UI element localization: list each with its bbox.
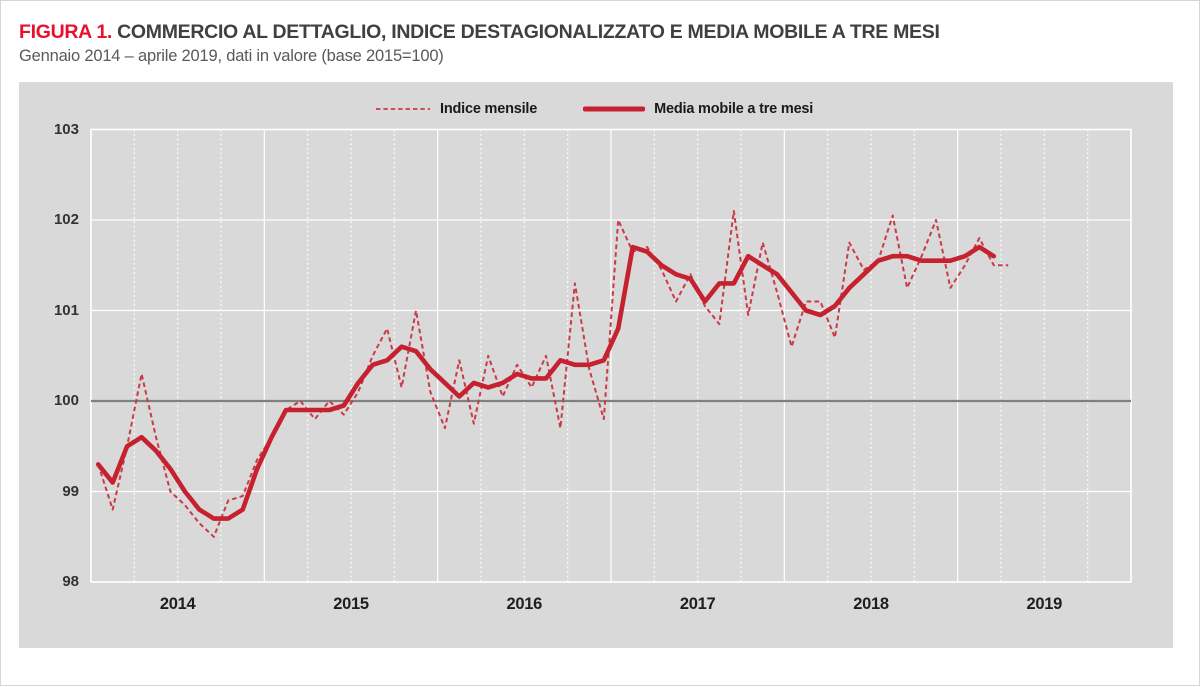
x-tick-label: 2016	[506, 595, 543, 613]
legend-label-moving-average: Media mobile a tre mesi	[654, 101, 814, 117]
x-tick-label: 2015	[333, 595, 369, 613]
y-tick-label: 100	[53, 392, 79, 409]
x-tick-label: 2014	[159, 595, 196, 613]
dashed-line-sample-icon	[376, 108, 430, 110]
figure-title-text: COMMERCIO AL DETTAGLIO, INDICE DESTAGION…	[112, 21, 940, 43]
chart-panel	[19, 82, 1173, 648]
figure-subtitle: Gennaio 2014 – aprile 2019, dati in valo…	[19, 47, 444, 65]
y-tick-label: 102	[53, 211, 79, 228]
x-tick-label: 2017	[679, 595, 716, 613]
legend-item-moving-average: Media mobile a tre mesi	[583, 101, 813, 117]
figure-title: FIGURA 1. COMMERCIO AL DETTAGLIO, INDICE…	[19, 19, 1189, 47]
y-tick-label: 101	[53, 301, 79, 319]
x-tick-label: 2018	[853, 595, 889, 613]
y-tick-label: 98	[62, 573, 79, 590]
solid-line-sample-icon	[583, 106, 646, 112]
x-tick-label: 2019	[1026, 595, 1063, 613]
legend-label-monthly: Indice mensile	[440, 101, 538, 117]
legend-item-monthly: Indice mensile	[375, 101, 537, 117]
figure-number-label: FIGURA 1.	[19, 21, 113, 43]
y-tick-label: 99	[62, 482, 79, 500]
y-tick-label: 103	[53, 120, 79, 138]
chart-legend: Indice mensile Media mobile a tre mesi	[375, 98, 813, 120]
